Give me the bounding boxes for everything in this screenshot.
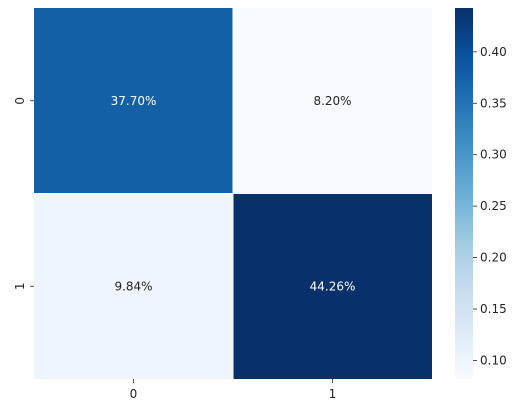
colorbar-tick-label-0.10: 0.10: [480, 353, 507, 367]
x-tick-label-1: 1: [329, 387, 337, 401]
x-tick-label-0: 0: [130, 387, 138, 401]
colorbar-tick-label-0.20: 0.20: [480, 251, 507, 265]
heatmap-cell-r1-c1: [233, 193, 432, 379]
y-tick-label-1: 1: [13, 282, 27, 290]
y-tick-label-0: 0: [13, 97, 27, 105]
colorbar: 0.10 0.15 0.20 0.25 0.30 0.35 0.40: [455, 8, 507, 379]
colorbar-tick-label-0.15: 0.15: [480, 302, 507, 316]
heatmap-cell-r1-c0: [34, 193, 233, 379]
cell-annotation-r1-c1: 44.26%: [310, 279, 356, 293]
colorbar-tick-label-0.40: 0.40: [480, 45, 507, 59]
y-axis: 01: [13, 97, 34, 290]
cell-annotation-r0-c1: 8.20%: [313, 94, 351, 108]
cell-annotation-r0-c0: 37.70%: [111, 94, 157, 108]
heatmap-cell-r0-c0: [34, 8, 233, 194]
colorbar-tick-label-0.30: 0.30: [480, 148, 507, 162]
heatmap-annotations: 37.70% 8.20% 9.84% 44.26%: [111, 94, 356, 294]
cell-annotation-r1-c0: 9.84%: [114, 279, 152, 293]
heatmap-cell-r0-c1: [233, 8, 432, 194]
colorbar-tick-label-0.25: 0.25: [480, 199, 507, 213]
colorbar-gradient: [455, 8, 473, 379]
heatmap-cells: [34, 8, 432, 379]
colorbar-tick-label-0.35: 0.35: [480, 96, 507, 110]
